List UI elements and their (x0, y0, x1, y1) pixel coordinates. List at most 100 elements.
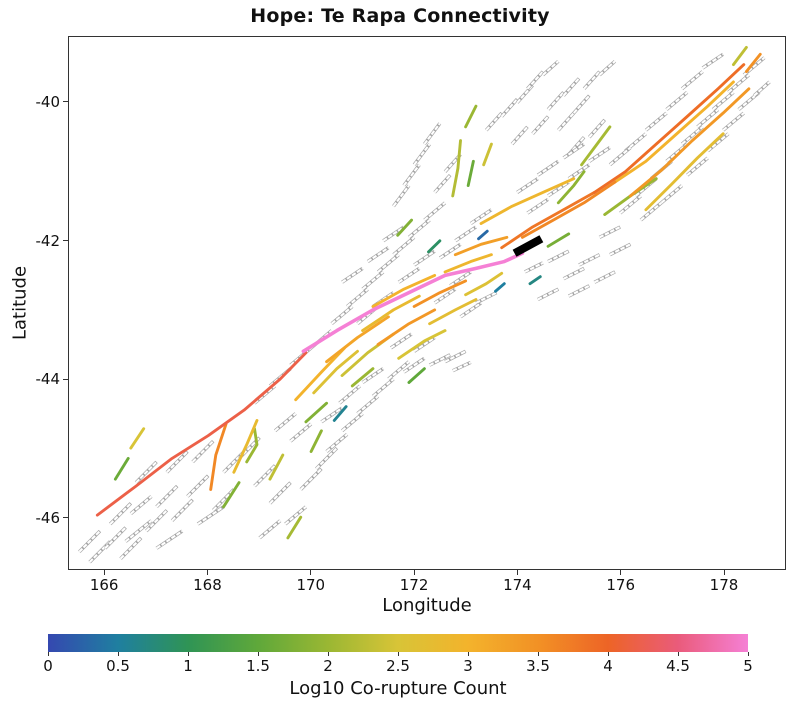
background-fault-trace-fill (573, 94, 591, 114)
background-fault-trace-fill (398, 267, 420, 284)
co-rupture-trace (245, 427, 259, 464)
colorbar-gradient (48, 634, 748, 652)
background-fault-trace-fill (578, 253, 600, 266)
background-fault-trace-fill (119, 537, 142, 560)
co-rupture-trace (556, 170, 586, 205)
background-fault-trace-fill (274, 412, 297, 432)
background-fault-trace-fill (452, 361, 472, 372)
y-tick-mark (63, 517, 68, 519)
background-fault-trace-fill (537, 160, 559, 177)
x-tick-label: 178 (709, 576, 739, 594)
background-fault-trace-fill (155, 530, 183, 550)
background-fault-trace-fill (454, 226, 477, 242)
co-rupture-trace (451, 139, 462, 198)
background-fault-trace-fill (325, 433, 348, 453)
background-fault-trace-fill (212, 488, 235, 512)
x-tick-label: 168 (193, 576, 222, 594)
background-fault-trace-fill (562, 143, 585, 159)
colorbar-tick-mark (47, 652, 49, 656)
co-rupture-trace (309, 429, 323, 453)
co-rupture-trace (453, 235, 509, 257)
background-fault-trace-fill (78, 530, 101, 553)
colorbar-tick-label: 5 (743, 657, 753, 675)
background-fault-trace-fill (191, 440, 214, 463)
colorbar-tick-mark (537, 652, 539, 656)
background-fault-trace-fill (341, 267, 364, 284)
co-rupture-trace (466, 159, 475, 187)
x-tick-label: 174 (503, 576, 532, 594)
background-fault-trace-fill (526, 70, 544, 90)
y-tick-label: -40 (35, 92, 61, 111)
background-fault-trace-fill (547, 250, 570, 263)
co-rupture-trace (592, 63, 746, 194)
background-fault-trace-fill (449, 271, 472, 287)
background-fault-trace-fill (444, 350, 467, 363)
background-fault-trace-fill (722, 112, 745, 132)
background-fault-trace-fill (413, 336, 436, 353)
co-rupture-trace (397, 329, 447, 360)
co-rupture-trace (312, 349, 359, 395)
background-fault-trace-fill (186, 475, 209, 498)
colorbar-tick-label: 3.5 (526, 657, 550, 675)
co-rupture-trace (494, 282, 506, 293)
background-fault-trace-fill (356, 395, 379, 415)
x-tick-label: 176 (606, 576, 636, 594)
x-tick-mark (310, 570, 312, 575)
co-rupture-trace (325, 315, 390, 364)
co-rupture-trace (464, 104, 478, 129)
background-fault-trace-fill (155, 485, 178, 508)
colorbar-tick-mark (397, 652, 399, 656)
background-fault-trace-fill (439, 243, 462, 259)
co-rupture-trace (286, 515, 303, 540)
background-fault-trace-fill (130, 495, 153, 515)
co-rupture-trace (412, 279, 468, 308)
background-fault-trace-fill (346, 288, 369, 308)
co-rupture-trace (443, 253, 493, 274)
y-tick-label: -44 (35, 370, 61, 389)
background-fault-trace-fill (341, 412, 364, 432)
background-fault-trace-fill (361, 271, 384, 290)
background-fault-trace-fill (315, 447, 338, 470)
co-rupture-trace (479, 177, 576, 225)
colorbar-tick-label: 4.5 (666, 657, 690, 675)
colorbar-tick-label: 1 (183, 657, 193, 675)
background-fault-trace-fill (338, 385, 361, 405)
colorbar-tick-mark (677, 652, 679, 656)
co-rupture-trace (376, 308, 437, 346)
x-tick-mark (103, 570, 105, 575)
y-tick-label: -42 (35, 231, 61, 250)
co-rupture-trace (477, 229, 489, 241)
co-rupture-trace (304, 401, 329, 424)
background-fault-trace-fill (377, 253, 400, 273)
background-fault-trace-fill (253, 464, 276, 487)
background-fault-trace-fill (609, 243, 631, 256)
background-fault-trace-fill (526, 198, 549, 215)
background-fault-trace-fill (557, 112, 575, 131)
background-fault-trace-fill (413, 143, 431, 166)
background-fault-trace-fill (403, 357, 425, 374)
background-fault-trace-fill (166, 450, 189, 474)
background-fault-trace-fill (568, 284, 590, 298)
co-rupture-trace (350, 367, 375, 388)
co-rupture-trace (222, 481, 241, 509)
background-fault-trace-fill (403, 164, 421, 187)
background-fault-trace-fill (547, 181, 570, 197)
x-tick-mark (413, 570, 415, 575)
background-fault-trace-fill (289, 423, 312, 442)
highlight-source-trace (512, 235, 544, 257)
co-rupture-trace (396, 218, 413, 237)
background-fault-trace-fill (500, 98, 518, 118)
colorbar-tick-label: 0.5 (106, 657, 130, 675)
chart-title: Hope: Te Rapa Connectivity (250, 5, 550, 27)
background-fault-trace-fill (583, 70, 601, 90)
co-rupture-trace (428, 298, 478, 326)
plot-area (68, 36, 786, 570)
background-fault-trace-fill (372, 378, 395, 398)
background-fault-trace-fill (524, 262, 544, 273)
background-fault-trace-fill (707, 132, 730, 152)
co-rupture-trace (520, 180, 617, 239)
co-rupture-trace (500, 190, 596, 250)
co-rupture-trace (232, 419, 259, 474)
colorbar-label: Log10 Co-rupture Count (289, 678, 507, 699)
